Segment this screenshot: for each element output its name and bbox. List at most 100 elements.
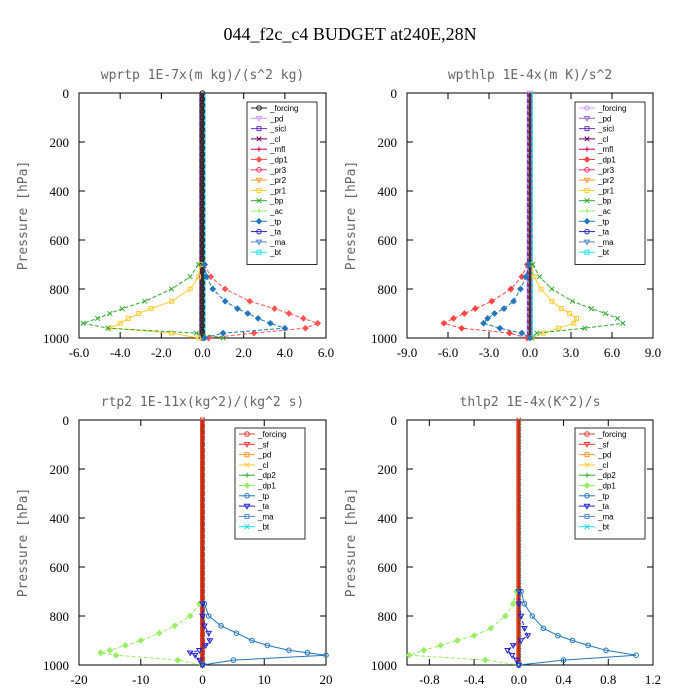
data-point bbox=[420, 646, 428, 654]
data-point bbox=[450, 315, 457, 322]
legend-label: _pr3 bbox=[269, 166, 287, 175]
y-tick-label: 1000 bbox=[43, 658, 69, 673]
legend-marker bbox=[584, 198, 590, 204]
data-point bbox=[526, 334, 534, 342]
data-point bbox=[230, 657, 237, 663]
y-axis-label: Pressure [hPa] bbox=[344, 161, 359, 271]
legend-label: _ma bbox=[597, 238, 614, 247]
data-point bbox=[480, 319, 487, 327]
data-point bbox=[281, 324, 289, 332]
y-tick-label: 200 bbox=[378, 135, 398, 150]
legend-label: _forcing bbox=[269, 104, 298, 113]
data-point bbox=[558, 306, 564, 312]
data-point bbox=[174, 656, 182, 664]
legend-marker bbox=[256, 198, 262, 204]
legend-marker bbox=[584, 105, 590, 111]
data-point bbox=[517, 613, 525, 620]
legend-marker bbox=[255, 116, 263, 122]
legend-marker bbox=[583, 239, 591, 246]
legend-label: _tp bbox=[269, 217, 282, 226]
x-tick-label: -20 bbox=[70, 672, 87, 687]
series-line bbox=[188, 603, 211, 666]
legend-label: _ma bbox=[597, 512, 614, 521]
x-tick-label: 0.0 bbox=[522, 345, 538, 360]
data-point bbox=[233, 630, 240, 636]
data-point bbox=[195, 261, 202, 268]
legend-label: _bt bbox=[269, 248, 282, 257]
legend-marker bbox=[583, 503, 591, 510]
data-point bbox=[507, 285, 515, 293]
data-point bbox=[186, 650, 194, 657]
legend-marker bbox=[584, 452, 590, 458]
y-axis-label: Pressure [hPa] bbox=[344, 488, 359, 598]
legend-label: _cl bbox=[269, 135, 280, 144]
data-point bbox=[209, 285, 217, 293]
legend-marker bbox=[255, 156, 263, 163]
legend-marker bbox=[583, 156, 591, 163]
data-point bbox=[203, 273, 210, 281]
data-point bbox=[187, 274, 193, 280]
y-tick-label: 1000 bbox=[43, 331, 69, 346]
legend-label: _ac bbox=[269, 207, 283, 216]
data-point bbox=[520, 625, 528, 632]
data-point bbox=[602, 310, 608, 317]
data-point bbox=[148, 306, 154, 312]
data-point bbox=[620, 320, 626, 326]
legend-marker bbox=[584, 249, 590, 255]
legend-marker bbox=[244, 493, 250, 499]
legend-label: _dp2 bbox=[597, 471, 616, 480]
y-tick-label: 1000 bbox=[371, 658, 397, 673]
y-tick-label: 0 bbox=[63, 413, 70, 428]
legend-marker bbox=[244, 431, 250, 437]
data-point bbox=[195, 335, 201, 341]
data-point bbox=[484, 315, 491, 322]
x-tick-label: 20 bbox=[320, 672, 333, 687]
legend-label: _dp1 bbox=[597, 156, 616, 165]
data-point bbox=[302, 324, 309, 332]
x-tick-label: -10 bbox=[132, 672, 149, 687]
data-point bbox=[314, 319, 322, 327]
y-tick-label: 600 bbox=[378, 233, 398, 248]
legend-label: _pd bbox=[597, 114, 611, 123]
y-tick-label: 200 bbox=[50, 135, 70, 150]
y-tick-label: 600 bbox=[378, 560, 398, 575]
data-point bbox=[496, 324, 504, 332]
panel-title: thlp2 1E-4x(K^2)/s bbox=[460, 395, 601, 410]
y-tick-label: 400 bbox=[378, 511, 398, 526]
panel-title: wprtp 1E-7x(m kg)/(s^2 kg) bbox=[101, 68, 305, 83]
legend-marker bbox=[584, 208, 590, 214]
legend-label: _dp1 bbox=[257, 482, 276, 491]
legend-label: _dp2 bbox=[257, 471, 276, 480]
legend-marker bbox=[256, 146, 262, 152]
legend-marker bbox=[243, 442, 251, 448]
data-point bbox=[304, 649, 311, 656]
legend-label: _bp bbox=[597, 197, 612, 206]
data-point bbox=[522, 273, 530, 281]
data-point bbox=[560, 657, 567, 663]
y-tick-label: 800 bbox=[378, 282, 398, 297]
data-point bbox=[169, 298, 175, 304]
data-point bbox=[540, 625, 547, 632]
data-point bbox=[234, 305, 241, 312]
x-tick-label: -4.0 bbox=[110, 345, 131, 360]
data-point bbox=[633, 652, 640, 659]
data-point bbox=[286, 647, 292, 654]
legend-marker bbox=[584, 167, 590, 173]
legend-label: _sicl bbox=[597, 125, 614, 134]
data-point bbox=[169, 330, 175, 336]
data-point bbox=[571, 320, 577, 326]
y-tick-label: 600 bbox=[50, 560, 70, 575]
legend-marker bbox=[584, 146, 590, 152]
data-point bbox=[500, 305, 508, 312]
legend-label: _mfl bbox=[597, 145, 613, 154]
legend-marker bbox=[583, 442, 591, 448]
data-point bbox=[458, 324, 466, 332]
legend-label: _bt bbox=[597, 523, 610, 532]
y-tick-label: 200 bbox=[378, 462, 398, 477]
data-point bbox=[569, 298, 576, 304]
legend-label: _forcing bbox=[597, 104, 626, 113]
data-point bbox=[569, 637, 576, 644]
y-tick-label: 1000 bbox=[371, 331, 397, 346]
legend-marker bbox=[256, 208, 262, 214]
